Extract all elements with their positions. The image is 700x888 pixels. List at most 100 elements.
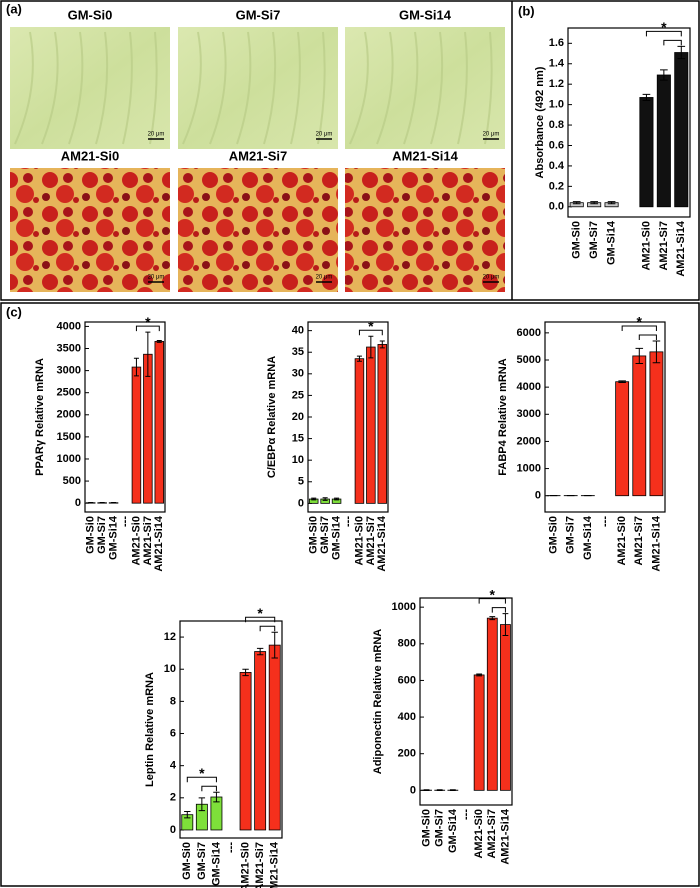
y-tick-label: 4: [170, 760, 177, 772]
significance-bracket: [491, 607, 506, 613]
scale-label: 20 μm: [148, 132, 165, 138]
cell-streak: [149, 31, 158, 145]
y-tick-label: 1000: [517, 462, 541, 474]
x-tick-label: GM-Si0: [547, 516, 559, 554]
plot-frame: [544, 321, 666, 513]
y-tick-label: 3500: [57, 342, 81, 354]
significance-bracket: [186, 776, 217, 783]
cell-streak: [376, 31, 394, 145]
image-title: AM21-Si14: [392, 148, 459, 163]
error-bar: [502, 613, 509, 637]
error-bar: [271, 631, 278, 659]
x-tick-label: AM21-Si7: [254, 842, 266, 888]
bottom-frame: [0, 302, 700, 887]
error-bar: [379, 340, 385, 349]
x-tick-label: GM-Si7: [319, 516, 331, 554]
x-tick-label: AM21-Si0: [473, 809, 485, 859]
x-tick-label: GM-Si14: [107, 515, 119, 560]
y-tick-label: 1500: [57, 431, 81, 443]
y-tick-label: 0.2: [549, 180, 564, 192]
micrograph: [10, 168, 170, 292]
error-bar: [635, 347, 644, 365]
y-axis-label: PPARγ Relative mRNA: [34, 358, 46, 476]
y-tick-label: 400: [398, 711, 416, 723]
scale-label: 20 μm: [483, 132, 500, 138]
y-tick-label: 4000: [517, 381, 541, 393]
x-tick-label: ---: [225, 842, 237, 853]
scale-label: 20 μm: [483, 275, 500, 281]
scale-label: 20 μm: [148, 275, 165, 281]
x-tick-label: GM-Si14: [210, 841, 222, 886]
bar: [674, 52, 689, 208]
x-tick-label: ---: [119, 516, 131, 527]
micrograph: [178, 168, 338, 292]
error-bar: [607, 201, 616, 205]
cell-streak: [14, 31, 34, 145]
y-tick-label: 10: [292, 454, 304, 466]
y-tick-label: 0: [535, 490, 541, 502]
x-tick-label: GM-Si14: [605, 220, 617, 265]
bar: [632, 355, 647, 497]
x-tick-label: ---: [342, 516, 354, 527]
x-tick-label: GM-Si0: [420, 809, 432, 847]
cell-streak: [209, 31, 227, 145]
x-tick-label: AM21-Si7: [633, 516, 645, 566]
cell-streak: [41, 31, 59, 145]
y-tick-label: 30: [292, 368, 304, 380]
x-tick-label: GM-Si7: [434, 809, 446, 847]
error-bar: [572, 201, 581, 205]
x-tick-label: AM21-Si7: [142, 516, 154, 566]
top-frame: [0, 0, 700, 301]
x-tick-label: AM21-Si14: [376, 515, 388, 572]
panel-label: (c): [6, 304, 22, 319]
y-tick-label: 0.8: [549, 119, 564, 131]
x-tick-label: GM-Si7: [96, 516, 108, 554]
micrograph: [178, 27, 338, 149]
error-bar: [677, 45, 686, 60]
y-tick-label: 15: [292, 432, 304, 444]
y-tick-label: 0: [410, 784, 416, 796]
x-tick-label: ---: [460, 809, 472, 820]
y-tick-label: 0: [298, 497, 304, 509]
error-bar: [311, 497, 317, 501]
error-bar: [156, 340, 162, 343]
error-bar: [476, 673, 483, 677]
micrograph: [10, 27, 170, 149]
y-axis-label: Adiponectin Relative mRNA: [372, 629, 384, 775]
y-tick-label: 0.0: [549, 201, 564, 213]
y-tick-label: 1.6: [549, 37, 564, 49]
y-tick-label: 40: [292, 325, 304, 337]
significance-label: *: [490, 586, 496, 602]
y-tick-label: 6000: [517, 327, 541, 339]
cell-streak: [95, 31, 109, 145]
y-tick-label: 200: [398, 748, 416, 760]
y-tick-label: 12: [164, 631, 176, 643]
x-tick-label: GM-Si0: [571, 221, 583, 259]
y-tick-label: 1.2: [549, 78, 564, 90]
y-tick-label: 6: [170, 727, 176, 739]
bar: [239, 672, 252, 831]
y-tick-label: 600: [398, 674, 416, 686]
error-bar: [334, 497, 340, 501]
image-title: GM-Si14: [399, 7, 452, 22]
x-tick-label: AM21-Si0: [640, 221, 652, 271]
error-bar: [368, 335, 374, 359]
x-tick-label: AM21-Si14: [499, 808, 511, 865]
x-tick-label: GM-Si0: [308, 516, 320, 554]
error-bar: [652, 340, 661, 364]
significance-bracket: [663, 39, 682, 46]
x-tick-label: AM21-Si14: [153, 515, 165, 572]
significance-bracket: [201, 785, 217, 792]
cell-streak: [430, 31, 444, 145]
y-tick-label: 500: [63, 475, 81, 487]
error-bar: [184, 810, 191, 819]
bar: [131, 366, 142, 504]
error-bar: [242, 668, 249, 677]
y-tick-label: 0: [170, 824, 176, 836]
x-tick-label: GM-Si7: [588, 221, 600, 259]
x-tick-label: AM21-Si0: [616, 516, 628, 566]
y-axis-label: Absorbance (492 nm): [534, 66, 546, 178]
error-bar: [618, 380, 626, 384]
x-tick-label: GM-Si7: [565, 516, 577, 554]
